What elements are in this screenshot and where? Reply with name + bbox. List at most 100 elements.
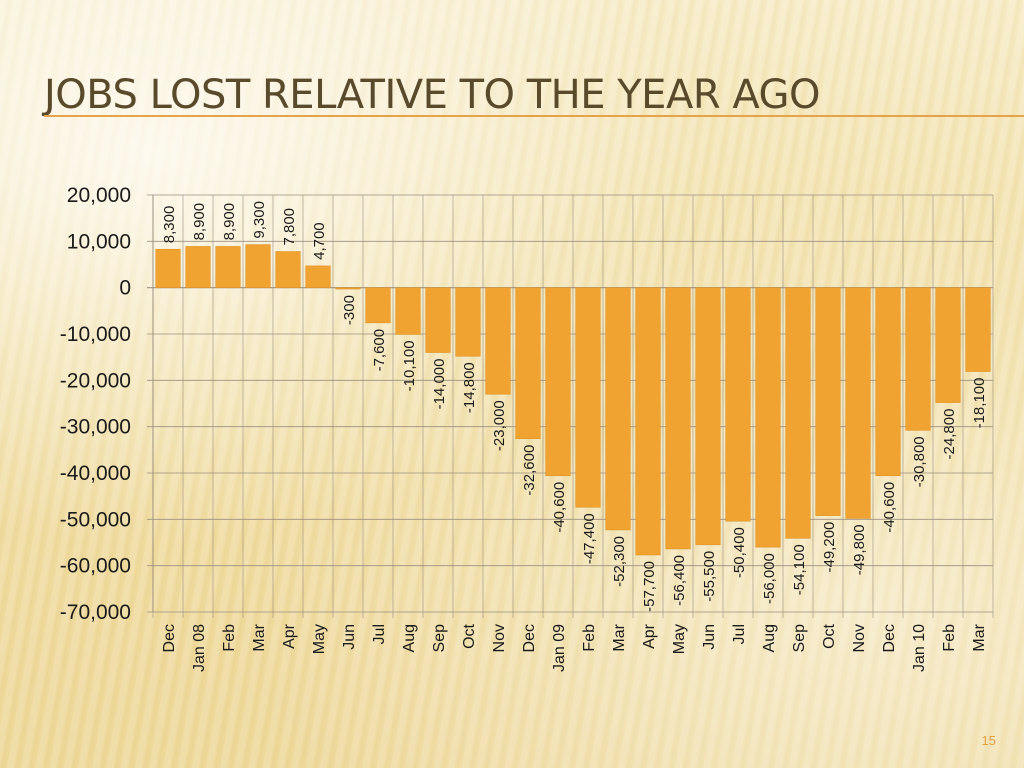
x-tick-label: Jan 08 (191, 624, 208, 672)
bar (875, 287, 901, 477)
data-label: 8,900 (221, 203, 238, 241)
x-tick-label: May (671, 624, 688, 654)
data-label: -14,000 (431, 359, 448, 410)
bar (665, 287, 691, 550)
bars (155, 244, 991, 556)
x-tick-label: Jan 09 (551, 624, 568, 672)
x-tick-label: Mar (251, 623, 268, 651)
x-tick-label: Aug (401, 624, 418, 652)
data-label: -18,100 (971, 378, 988, 429)
data-label: -49,200 (821, 522, 838, 573)
y-tick-label: -50,000 (60, 508, 131, 531)
data-label: -50,400 (731, 527, 748, 578)
bar (905, 287, 931, 431)
data-label: -32,600 (521, 445, 538, 496)
bar (275, 251, 301, 288)
bar (605, 287, 631, 531)
data-label: 8,300 (161, 206, 178, 244)
bar (335, 287, 361, 290)
bar (845, 287, 871, 519)
y-tick-label: -30,000 (60, 416, 131, 439)
x-tick-label: Apr (281, 623, 298, 649)
x-tick-label: May (311, 624, 328, 654)
slide-title: Jobs Lost Relative to the Year Ago (44, 72, 820, 118)
bar (185, 246, 211, 288)
x-tick-label: Dec (161, 624, 178, 652)
x-tick-label: Feb (221, 624, 238, 652)
y-tick-label: -10,000 (60, 323, 131, 346)
data-label: -52,300 (611, 536, 628, 587)
bar (965, 287, 991, 372)
data-label: -7,600 (371, 329, 388, 372)
bar (545, 287, 571, 477)
data-label: -49,800 (851, 524, 868, 575)
x-tick-label: Feb (941, 624, 958, 652)
bar (695, 287, 721, 546)
x-tick-label: Nov (491, 624, 508, 652)
data-label: -40,600 (881, 482, 898, 533)
y-tick-label: -20,000 (60, 369, 131, 392)
page-number: 15 (981, 733, 996, 748)
data-label: -54,100 (791, 544, 808, 595)
x-tick-label: Oct (821, 623, 838, 648)
y-tick-label: 10,000 (67, 230, 131, 253)
bar (935, 287, 961, 403)
x-tick-label: Jun (341, 624, 358, 650)
x-tick-label: Mar (971, 623, 988, 651)
data-label: 7,800 (281, 208, 298, 246)
x-tick-label: Sep (431, 624, 448, 653)
y-tick-label: -60,000 (60, 555, 131, 578)
data-label: -300 (341, 295, 358, 325)
x-tick-label: Dec (521, 624, 538, 652)
data-label: -10,100 (401, 340, 418, 391)
data-label: -30,800 (911, 436, 928, 487)
data-label: 9,300 (251, 201, 268, 239)
data-label: -56,000 (761, 553, 778, 604)
bar (515, 287, 541, 439)
bar (815, 287, 841, 516)
bar (785, 287, 811, 539)
bar (485, 287, 511, 395)
bar (305, 265, 331, 288)
data-label: -14,800 (461, 362, 478, 413)
data-label: -55,500 (701, 551, 718, 602)
x-axis-tick-labels: Dec Jan 08 Feb Mar Apr May Jun Jul Aug Sep Oct Nov D… (161, 623, 988, 672)
bar (575, 287, 601, 508)
x-tick-label: Jul (731, 624, 748, 644)
data-label: -24,800 (941, 409, 958, 460)
data-label: -57,700 (641, 561, 658, 612)
data-labels: 8,300 8,900 8,900 9,300 7,800 4,700 -300 -7,600… (161, 201, 988, 612)
y-axis-tick-labels: 20,000 10,000 0 -10,000 -20,000 -30,000 -40,00… (60, 184, 131, 624)
y-tick-label: -40,000 (60, 462, 131, 485)
y-tick-label: -70,000 (60, 601, 131, 624)
data-label: 8,900 (191, 203, 208, 241)
x-tick-label: Aug (761, 624, 778, 652)
bar (245, 244, 271, 288)
bar (365, 287, 391, 324)
x-tick-label: Nov (851, 624, 868, 652)
title-underline (44, 115, 1024, 117)
x-tick-label: Jan 10 (911, 624, 928, 672)
data-label: -56,400 (671, 555, 688, 606)
bar (395, 287, 421, 335)
bar (425, 287, 451, 353)
bar (635, 287, 661, 556)
bar (155, 248, 181, 288)
x-tick-label: Oct (461, 623, 478, 648)
x-tick-label: Feb (581, 624, 598, 652)
data-label: -47,400 (581, 513, 598, 564)
data-label: -40,600 (551, 482, 568, 533)
data-label: 4,700 (311, 222, 328, 260)
x-tick-label: Dec (881, 624, 898, 652)
x-tick-label: Jun (701, 624, 718, 650)
data-label: -23,000 (491, 400, 508, 451)
bar (215, 246, 241, 288)
x-tick-label: Sep (791, 624, 808, 653)
y-tick-label: 20,000 (67, 184, 131, 207)
bar (755, 287, 781, 548)
x-tick-label: Apr (641, 623, 658, 649)
x-tick-label: Jul (371, 624, 388, 644)
bar (455, 287, 481, 357)
bar (725, 287, 751, 522)
